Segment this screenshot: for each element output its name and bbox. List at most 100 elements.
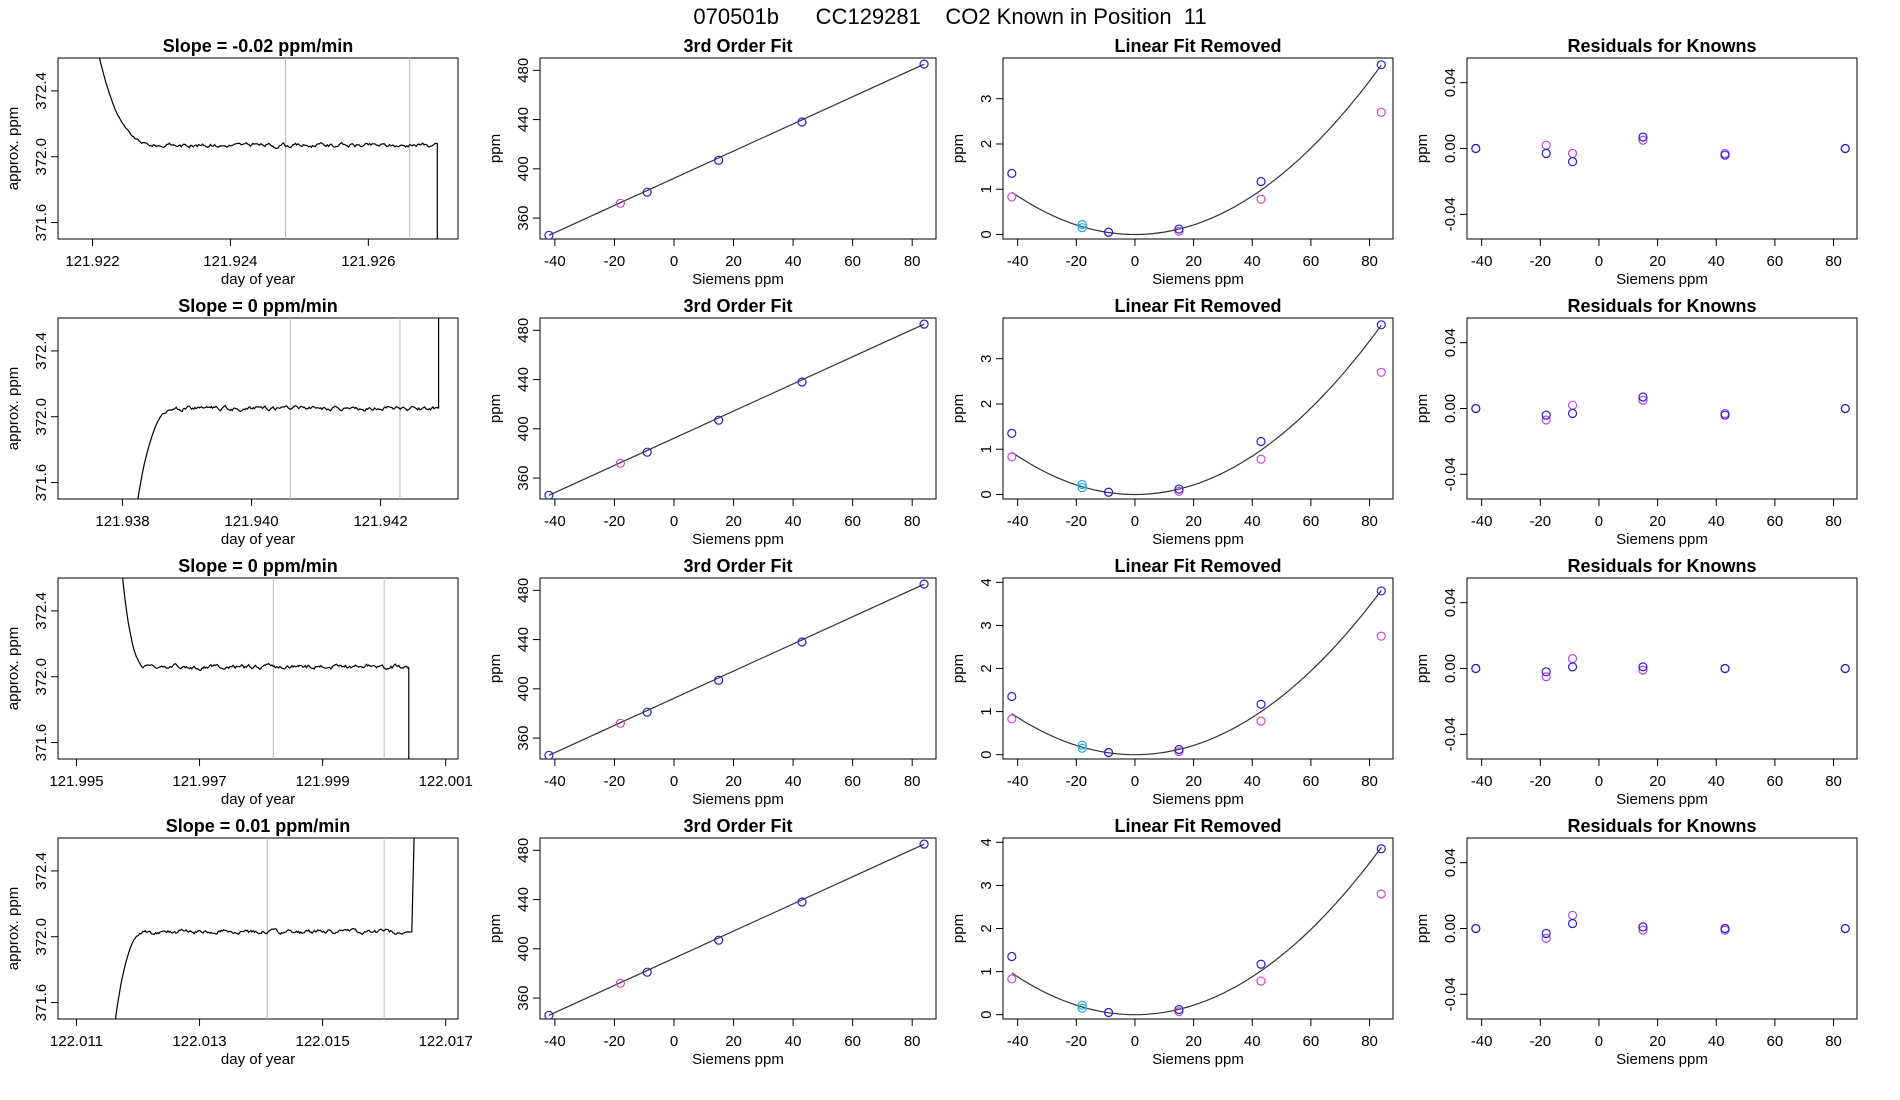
residual-point — [1541, 933, 1551, 943]
data-point — [1256, 699, 1266, 709]
residual-point — [1840, 403, 1850, 414]
plot-frame — [1466, 57, 1858, 240]
y-tick-label: 0 — [978, 751, 995, 759]
x-tick-label: 40 — [1708, 1033, 1725, 1050]
data-point — [1007, 192, 1017, 202]
plot-area — [1471, 392, 1850, 425]
data-point — [1007, 951, 1017, 962]
x-tick-label: 40 — [1244, 773, 1261, 790]
x-axis-label: Siemens ppm — [692, 1051, 784, 1068]
x-axis-label: Siemens ppm — [1152, 791, 1244, 808]
y-axis-label: ppm — [950, 134, 967, 163]
x-axis-label: day of year — [221, 1051, 295, 1068]
y-tick-label: 400 — [515, 416, 532, 441]
y-axis-label: ppm — [950, 394, 967, 423]
residual-point — [1638, 395, 1648, 405]
plot-frame — [1466, 837, 1858, 1020]
x-tick-label: -20 — [1065, 773, 1087, 790]
x-tick-label: -40 — [544, 513, 566, 530]
x-tick-label: 60 — [844, 253, 861, 270]
data-point — [1007, 168, 1017, 178]
y-tick-label: 371.6 — [33, 724, 50, 762]
data-point — [642, 967, 652, 977]
data-point — [615, 718, 625, 728]
residual-point — [1638, 132, 1648, 142]
data-point — [1256, 959, 1266, 969]
data-point — [642, 707, 652, 717]
y-tick-label: 371.6 — [33, 204, 50, 242]
plot-frame — [57, 577, 459, 760]
y-tick-label: 440 — [515, 627, 532, 652]
x-tick-label: 40 — [785, 513, 802, 530]
y-tick-label: 2 — [978, 924, 995, 932]
residual-point — [1567, 918, 1578, 929]
chart-panel-4-1: Slope = 0.01 ppm/min 122.011 122.013 122.01… — [5, 816, 473, 1068]
residual-point — [1567, 148, 1578, 159]
y-tick-label: 3 — [978, 95, 995, 103]
chart-panel-1-4: Residuals for Knowns -40 -20 0 20 40 60 80 -0.04… — [1414, 36, 1858, 288]
chart-panel-4-3: Linear Fit Removed -40 -20 0 20 40 60 80 0 1 2 3 4 Si… — [950, 816, 1394, 1068]
plot-area — [1007, 844, 1386, 1018]
x-tick-label: -40 — [544, 773, 566, 790]
chart-title: Residuals for Knowns — [1567, 556, 1756, 576]
data-point — [1007, 691, 1017, 702]
data-point — [615, 978, 625, 988]
x-axis-label: day of year — [221, 531, 295, 548]
x-axis-label: Siemens ppm — [692, 531, 784, 548]
x-axis-label: day of year — [221, 791, 295, 808]
data-point — [1077, 743, 1087, 753]
y-tick-label: 0.00 — [1442, 134, 1459, 163]
y-axis-label: ppm — [487, 134, 504, 163]
x-tick-label: 20 — [1649, 773, 1666, 790]
y-tick-label: 0.04 — [1442, 848, 1459, 877]
chart-title: Residuals for Knowns — [1567, 816, 1756, 836]
residual-point — [1720, 150, 1730, 160]
chart-panel-2-4: Residuals for Knowns -40 -20 0 20 40 60 80 -0.04… — [1414, 296, 1858, 548]
plot-frame — [539, 57, 937, 240]
y-tick-label: 3 — [978, 621, 995, 629]
x-tick-label: 80 — [1825, 513, 1842, 530]
x-tick-label: 121.995 — [49, 773, 103, 790]
residual-point — [1471, 143, 1481, 154]
data-point — [615, 458, 625, 468]
chart-panel-2-2: 3rd Order Fit -40 -20 0 20 40 60 80 360 400 440 480… — [487, 296, 937, 548]
residual-point — [1840, 663, 1850, 674]
y-tick-label: 360 — [515, 986, 532, 1011]
plot-area — [137, 318, 440, 499]
data-point — [1077, 223, 1087, 233]
data-point — [1256, 176, 1266, 187]
y-axis-label: approx. ppm — [5, 367, 22, 450]
plot-frame — [1466, 577, 1858, 760]
y-tick-label: 480 — [515, 58, 532, 83]
chart-panel-2-1: Slope = 0 ppm/min 121.938 121.940 121.942 37… — [5, 296, 459, 548]
y-tick-label: 372.0 — [33, 918, 50, 956]
data-point — [714, 155, 724, 165]
chart-panel-3-2: 3rd Order Fit -40 -20 0 20 40 60 80 360 400 440 480… — [487, 556, 937, 808]
x-tick-label: 122.017 — [419, 1033, 473, 1050]
y-tick-label: -0.04 — [1442, 197, 1459, 231]
chart-title: 3rd Order Fit — [683, 296, 792, 316]
plot-area — [1471, 132, 1850, 167]
residual-point — [1840, 923, 1850, 934]
data-point — [544, 230, 554, 239]
x-tick-label: 20 — [1185, 773, 1202, 790]
time-series-trace — [122, 578, 410, 759]
data-point — [919, 319, 929, 329]
x-tick-label: 0 — [670, 1033, 678, 1050]
residual-point — [1720, 410, 1730, 420]
plot-frame — [539, 317, 937, 500]
x-tick-label: -40 — [1007, 513, 1029, 530]
y-tick-label: 0.00 — [1442, 394, 1459, 423]
x-tick-label: -20 — [604, 513, 626, 530]
x-tick-label: 20 — [1649, 1033, 1666, 1050]
x-tick-label: 60 — [1767, 1033, 1784, 1050]
fit-curve — [1011, 324, 1382, 496]
y-axis-label: ppm — [1414, 394, 1431, 423]
y-tick-label: 3 — [978, 881, 995, 889]
time-series-trace — [137, 318, 440, 499]
y-tick-label: 400 — [515, 936, 532, 961]
x-tick-label: 122.015 — [295, 1033, 349, 1050]
x-tick-label: 121.926 — [341, 253, 395, 270]
x-tick-label: 0 — [1131, 253, 1139, 270]
x-tick-label: -20 — [1529, 513, 1551, 530]
